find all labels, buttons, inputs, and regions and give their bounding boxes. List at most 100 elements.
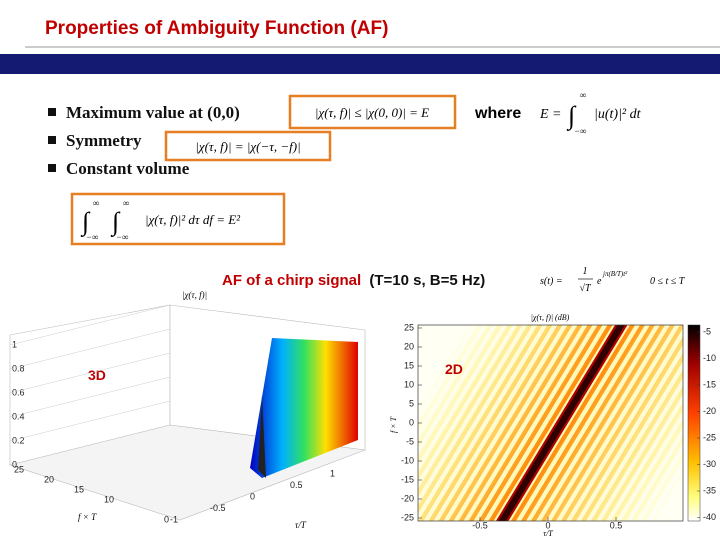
tick-label: 20: [404, 341, 414, 351]
tick-label: -0.5: [472, 520, 488, 530]
fringe: [600, 385, 683, 521]
fringe: [575, 344, 683, 521]
tick-label: 15: [404, 360, 414, 370]
fringe: [438, 325, 561, 521]
fringe: [418, 325, 539, 521]
fringe: [418, 325, 536, 519]
fringe: [485, 325, 609, 521]
grid-line: [9, 304, 171, 346]
tick-label: 1: [12, 339, 17, 349]
fringe: [425, 325, 549, 521]
fringe: [445, 325, 569, 521]
fringe: [473, 325, 596, 521]
fringe: [603, 390, 683, 521]
tick-label: -5: [406, 436, 414, 446]
fringe: [500, 325, 624, 521]
formula-part: ∞: [123, 198, 129, 208]
fringe: [523, 325, 646, 521]
formula-part: jπ(B/T)t²: [602, 270, 628, 278]
signal-formula: s(t) = 1 √T e jπ(B/T)t² 0 ≤ t ≤ T: [540, 266, 686, 294]
title: Properties of Ambiguity Function (AF): [45, 18, 388, 39]
fringe: [468, 325, 591, 521]
af-image: [418, 325, 683, 521]
fringe: [478, 325, 601, 521]
fringe: [568, 332, 683, 521]
fringe: [580, 352, 683, 521]
grid-line: [9, 352, 171, 394]
fringe: [418, 325, 491, 445]
tick-label: -15: [703, 379, 716, 389]
fringe: [605, 394, 683, 521]
fringe: [583, 357, 683, 521]
formula-part: −∞: [86, 232, 99, 242]
volume-formula: ∫ ∞ −∞ ∫ ∞ −∞ |χ(τ, f)|² dτ df = E²: [80, 198, 241, 242]
fringe: [418, 325, 524, 498]
formula: |χ(τ, f)| = |χ(−τ, −f)|: [195, 139, 300, 154]
formula-part: ∞: [93, 198, 99, 208]
fringe: [463, 325, 586, 521]
fringe: [558, 325, 681, 521]
fringe: [555, 325, 679, 521]
fringe: [533, 325, 656, 521]
formula-part: |χ(τ, f)|² dτ df = E²: [145, 212, 241, 227]
axis-label: τ/T: [295, 520, 307, 530]
plot-title: |χ(τ, f)| (dB): [531, 313, 570, 322]
plot-label: 3D: [88, 367, 106, 383]
fringe: [418, 325, 541, 521]
fringe: [418, 325, 516, 486]
axis-label: |χ(τ, f)|: [182, 290, 207, 300]
fringe: [545, 325, 669, 521]
fringe: [548, 325, 671, 521]
formula-part: −∞: [116, 232, 129, 242]
bullet: Maximum value at (0,0): [66, 103, 240, 122]
fringe: [420, 325, 544, 521]
fringe: [418, 325, 506, 470]
formula-part: 0 ≤ t ≤ T: [650, 276, 686, 287]
fringe: [625, 427, 683, 521]
fringe: [635, 443, 683, 521]
fringe: [540, 325, 664, 521]
fringe: [613, 406, 683, 521]
fringe: [520, 325, 644, 521]
formula-part: E =: [539, 107, 562, 122]
tick-label: 25: [404, 322, 414, 332]
tick-label: 10: [104, 494, 114, 504]
header-bar: [0, 54, 720, 74]
fringe: [493, 325, 616, 521]
fringe: [475, 325, 599, 521]
fringe: [590, 369, 683, 521]
fringe: [435, 325, 559, 521]
fringe: [620, 418, 683, 521]
fringe: [563, 325, 683, 521]
fringe: [560, 325, 683, 521]
fringe: [628, 431, 683, 521]
bullet-icon: [48, 164, 56, 172]
fringe: [418, 325, 509, 474]
fringe: [535, 325, 659, 521]
fringe: [430, 325, 554, 521]
tick-label: 5: [409, 398, 414, 408]
grid-line: [9, 376, 171, 418]
fringe: [550, 325, 674, 521]
tick-label: 0: [250, 491, 255, 501]
fringe: [418, 325, 499, 457]
formula: |χ(τ, f)| ≤ |χ(0, 0)| = E: [315, 105, 429, 120]
fringe: [643, 455, 683, 521]
formula-part: s(t) =: [540, 276, 563, 287]
tick-label: 25: [14, 464, 24, 474]
fringe: [505, 325, 629, 521]
fringe: [525, 325, 649, 521]
tick-label: 0.4: [12, 411, 25, 421]
fringe: [623, 422, 683, 521]
grid-line: [9, 328, 171, 370]
formula-part: |u(t)|² dt: [594, 107, 642, 122]
fringe: [615, 410, 683, 521]
fringe: [508, 325, 631, 521]
fringe: [495, 325, 619, 521]
formula-part: 1: [583, 266, 588, 277]
tick-label: 15: [74, 484, 84, 494]
fringe: [483, 325, 606, 521]
fringe: [418, 325, 531, 511]
formula-box: [70, 192, 286, 246]
fringe: [530, 325, 654, 521]
